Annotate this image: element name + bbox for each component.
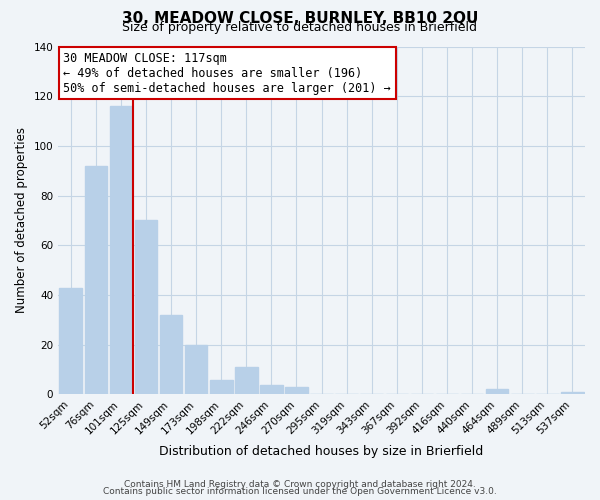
Y-axis label: Number of detached properties: Number of detached properties [15,128,28,314]
X-axis label: Distribution of detached houses by size in Brierfield: Distribution of detached houses by size … [160,444,484,458]
Bar [235,367,257,394]
Bar [561,392,584,394]
Bar [486,390,508,394]
Bar [210,380,233,394]
Text: 30 MEADOW CLOSE: 117sqm
← 49% of detached houses are smaller (196)
50% of semi-d: 30 MEADOW CLOSE: 117sqm ← 49% of detache… [64,52,391,94]
Bar [160,315,182,394]
Bar [260,384,283,394]
Bar [285,387,308,394]
Text: 30, MEADOW CLOSE, BURNLEY, BB10 2QU: 30, MEADOW CLOSE, BURNLEY, BB10 2QU [122,11,478,26]
Bar [185,344,208,395]
Text: Size of property relative to detached houses in Brierfield: Size of property relative to detached ho… [122,22,478,35]
Bar [85,166,107,394]
Bar [59,288,82,395]
Bar [134,220,157,394]
Bar [110,106,132,395]
Text: Contains public sector information licensed under the Open Government Licence v3: Contains public sector information licen… [103,487,497,496]
Text: Contains HM Land Registry data © Crown copyright and database right 2024.: Contains HM Land Registry data © Crown c… [124,480,476,489]
